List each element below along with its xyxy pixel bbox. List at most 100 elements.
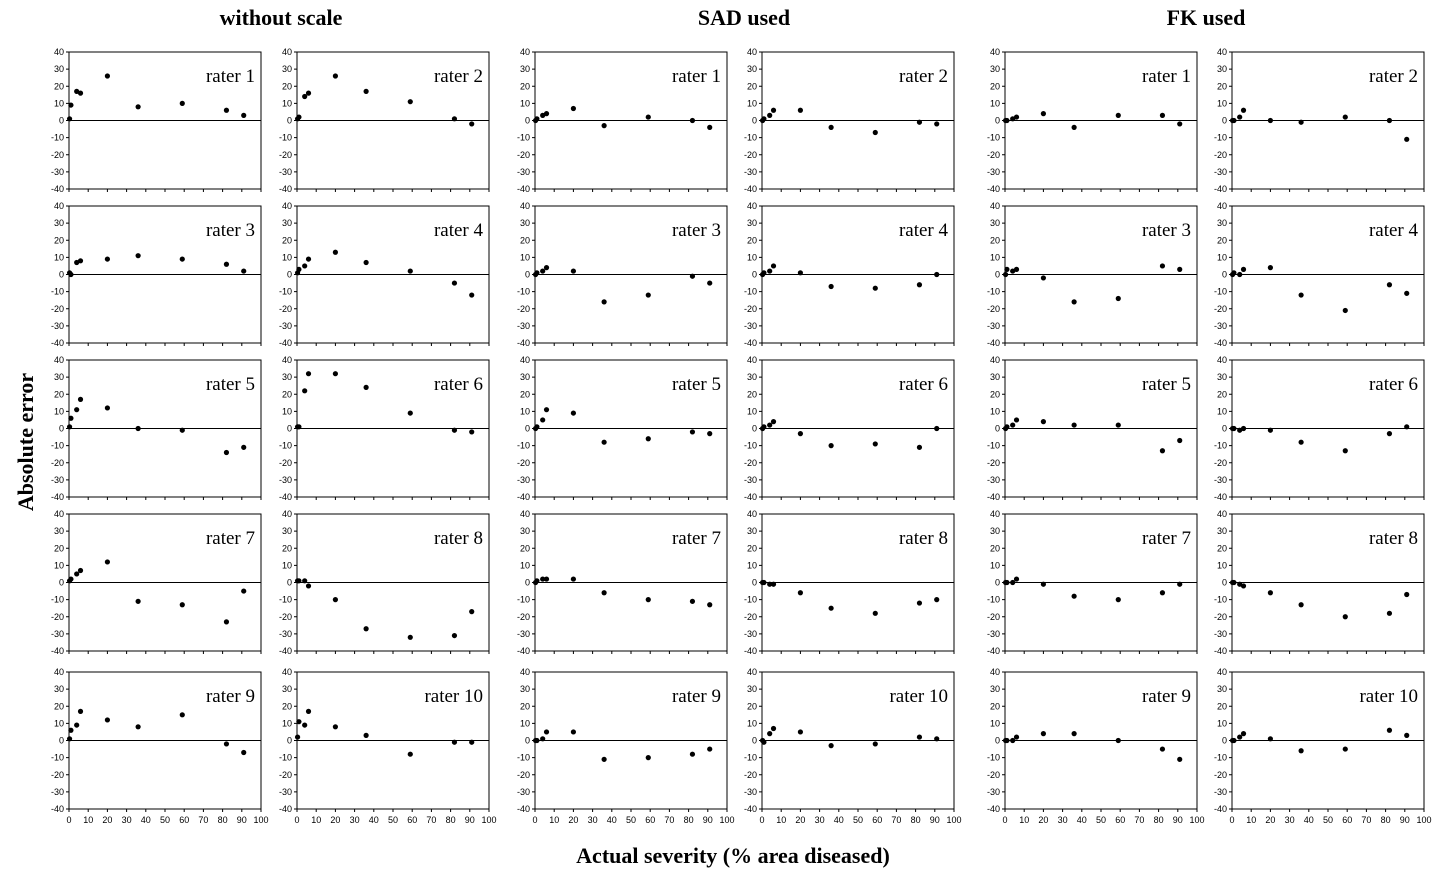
data-point xyxy=(1298,292,1304,298)
panel-2-7: 40 30 20 10 0 -10 -20 -30 -40 rater 7 xyxy=(517,509,728,656)
y-tick-label: -40 xyxy=(51,646,64,656)
y-tick-label: 10 xyxy=(520,718,530,728)
y-tick-label: -40 xyxy=(517,646,530,656)
data-point xyxy=(770,263,777,269)
y-tick-label: -30 xyxy=(1214,321,1227,331)
y-tick-label: 10 xyxy=(54,406,64,416)
y-tick-label: 0 xyxy=(287,270,292,280)
x-tick-label: 100 xyxy=(253,815,268,825)
data-point xyxy=(1240,266,1247,272)
data-point xyxy=(1386,117,1393,124)
data-point xyxy=(241,749,247,756)
y-tick-label: 40 xyxy=(1217,509,1227,519)
y-tick-label: -20 xyxy=(279,612,292,622)
data-point xyxy=(872,129,878,136)
data-point xyxy=(1013,114,1020,120)
rater-label: rater 6 xyxy=(1369,374,1418,395)
y-tick-label: 10 xyxy=(520,252,530,262)
data-point xyxy=(828,443,834,449)
y-tick-label: -30 xyxy=(517,629,530,639)
data-point xyxy=(407,268,413,274)
y-tick-label: 40 xyxy=(990,201,1000,211)
y-tick-label: 20 xyxy=(282,235,292,245)
y-tick-label: -10 xyxy=(744,133,757,143)
y-tick-label: -40 xyxy=(1214,646,1227,656)
data-point xyxy=(451,280,458,286)
data-point xyxy=(934,271,940,278)
data-point xyxy=(797,729,804,735)
data-point xyxy=(1386,282,1393,288)
y-tick-label: 20 xyxy=(54,81,64,91)
x-tick-label: 10 xyxy=(549,815,559,825)
data-point xyxy=(1386,610,1393,616)
x-tick-label: 60 xyxy=(1342,815,1352,825)
data-point xyxy=(332,73,338,79)
y-tick-label: 0 xyxy=(995,736,1000,746)
y-tick-label: 0 xyxy=(525,736,530,746)
data-point xyxy=(332,724,338,730)
y-tick-label: 30 xyxy=(520,684,530,694)
data-point xyxy=(305,90,312,96)
y-tick-label: -10 xyxy=(744,287,757,297)
y-tick-label: -30 xyxy=(1214,787,1227,797)
rater-label: rater 2 xyxy=(1369,66,1418,87)
data-point xyxy=(1177,581,1183,587)
data-point xyxy=(1404,290,1410,296)
x-tick-label: 90 xyxy=(930,815,940,825)
y-tick-label: -20 xyxy=(744,150,757,160)
data-point xyxy=(1386,727,1393,733)
x-tick-label: 30 xyxy=(1058,815,1068,825)
y-tick-label: 30 xyxy=(1217,526,1227,536)
y-tick-label: -10 xyxy=(744,441,757,451)
y-tick-label: -10 xyxy=(1214,133,1227,143)
data-point xyxy=(302,578,308,584)
y-tick-label: 20 xyxy=(1217,235,1227,245)
y-tick-label: 40 xyxy=(282,355,292,365)
data-point xyxy=(1159,263,1166,269)
data-point xyxy=(241,444,247,450)
data-point xyxy=(770,725,777,732)
y-tick-label: -20 xyxy=(279,304,292,314)
y-tick-label: -40 xyxy=(51,804,64,814)
data-point xyxy=(1159,448,1166,454)
data-point xyxy=(534,578,540,584)
data-point xyxy=(74,571,80,577)
x-tick-label: 80 xyxy=(218,815,228,825)
y-tick-label: 10 xyxy=(747,718,757,728)
data-point xyxy=(1404,591,1410,598)
data-point xyxy=(1298,119,1304,125)
y-tick-label: -30 xyxy=(1214,629,1227,639)
x-tick-label: 80 xyxy=(446,815,456,825)
y-tick-label: -10 xyxy=(517,753,530,763)
data-point xyxy=(74,722,80,728)
data-point xyxy=(543,407,550,413)
data-point xyxy=(1267,117,1273,124)
y-tick-label: -10 xyxy=(744,595,757,605)
y-tick-label: 30 xyxy=(747,218,757,228)
y-tick-label: 0 xyxy=(1222,736,1227,746)
y-tick-label: 30 xyxy=(990,526,1000,536)
x-tick-label: 90 xyxy=(1400,815,1410,825)
rater-label: rater 4 xyxy=(1369,220,1419,241)
data-point xyxy=(1267,265,1273,271)
data-point xyxy=(645,114,651,120)
data-point xyxy=(1342,114,1348,120)
y-tick-label: -20 xyxy=(987,612,1000,622)
data-point xyxy=(540,268,546,274)
data-point xyxy=(1231,117,1237,124)
data-point xyxy=(570,268,577,274)
data-point xyxy=(451,427,458,433)
y-tick-label: 10 xyxy=(520,406,530,416)
data-point xyxy=(1010,422,1016,428)
data-point xyxy=(1004,579,1010,586)
y-tick-label: -30 xyxy=(744,787,757,797)
panel-3-3: 40 30 20 10 0 -10 -20 -30 -40 rater 3 xyxy=(987,201,1198,348)
data-point xyxy=(1115,737,1121,744)
data-point xyxy=(1267,736,1273,742)
data-point xyxy=(179,256,185,262)
data-point xyxy=(645,292,651,298)
y-tick-label: 20 xyxy=(1217,81,1227,91)
y-tick-label: 40 xyxy=(1217,667,1227,677)
data-point xyxy=(305,583,312,589)
